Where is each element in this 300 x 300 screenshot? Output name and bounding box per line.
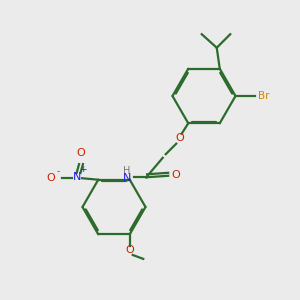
- Text: O: O: [76, 148, 85, 158]
- Text: Br: Br: [258, 91, 270, 101]
- Text: -: -: [57, 167, 60, 176]
- Text: O: O: [46, 173, 55, 183]
- Text: O: O: [171, 170, 180, 180]
- Text: N: N: [123, 173, 131, 183]
- Text: N: N: [73, 172, 81, 182]
- Text: H: H: [123, 166, 130, 176]
- Text: +: +: [80, 165, 87, 174]
- Text: O: O: [125, 245, 134, 255]
- Text: O: O: [175, 133, 184, 143]
